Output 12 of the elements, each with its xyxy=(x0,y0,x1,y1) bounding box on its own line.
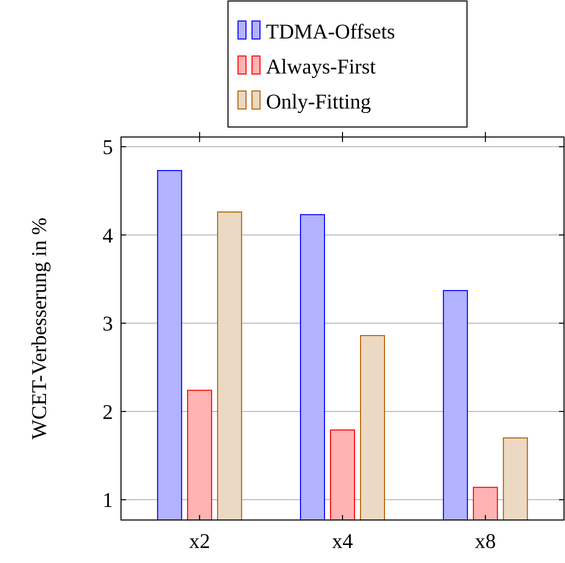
x-tick-label: x8 xyxy=(474,529,496,553)
x-tick-label: x2 xyxy=(189,529,210,553)
y-tick-label: 2 xyxy=(102,400,113,424)
legend-label: Only-Fitting xyxy=(266,89,372,114)
y-tick-label: 5 xyxy=(102,135,113,160)
legend-label: TDMA-Offsets xyxy=(266,19,396,44)
y-tick-label: 1 xyxy=(102,488,113,512)
y-axis-title: WCET-Verbesserung in % xyxy=(27,217,51,440)
y-tick-label: 4 xyxy=(102,223,114,248)
x-tick-label: x4 xyxy=(332,529,354,553)
legend-label: Always-First xyxy=(266,54,376,78)
y-tick-label: 3 xyxy=(102,312,113,336)
